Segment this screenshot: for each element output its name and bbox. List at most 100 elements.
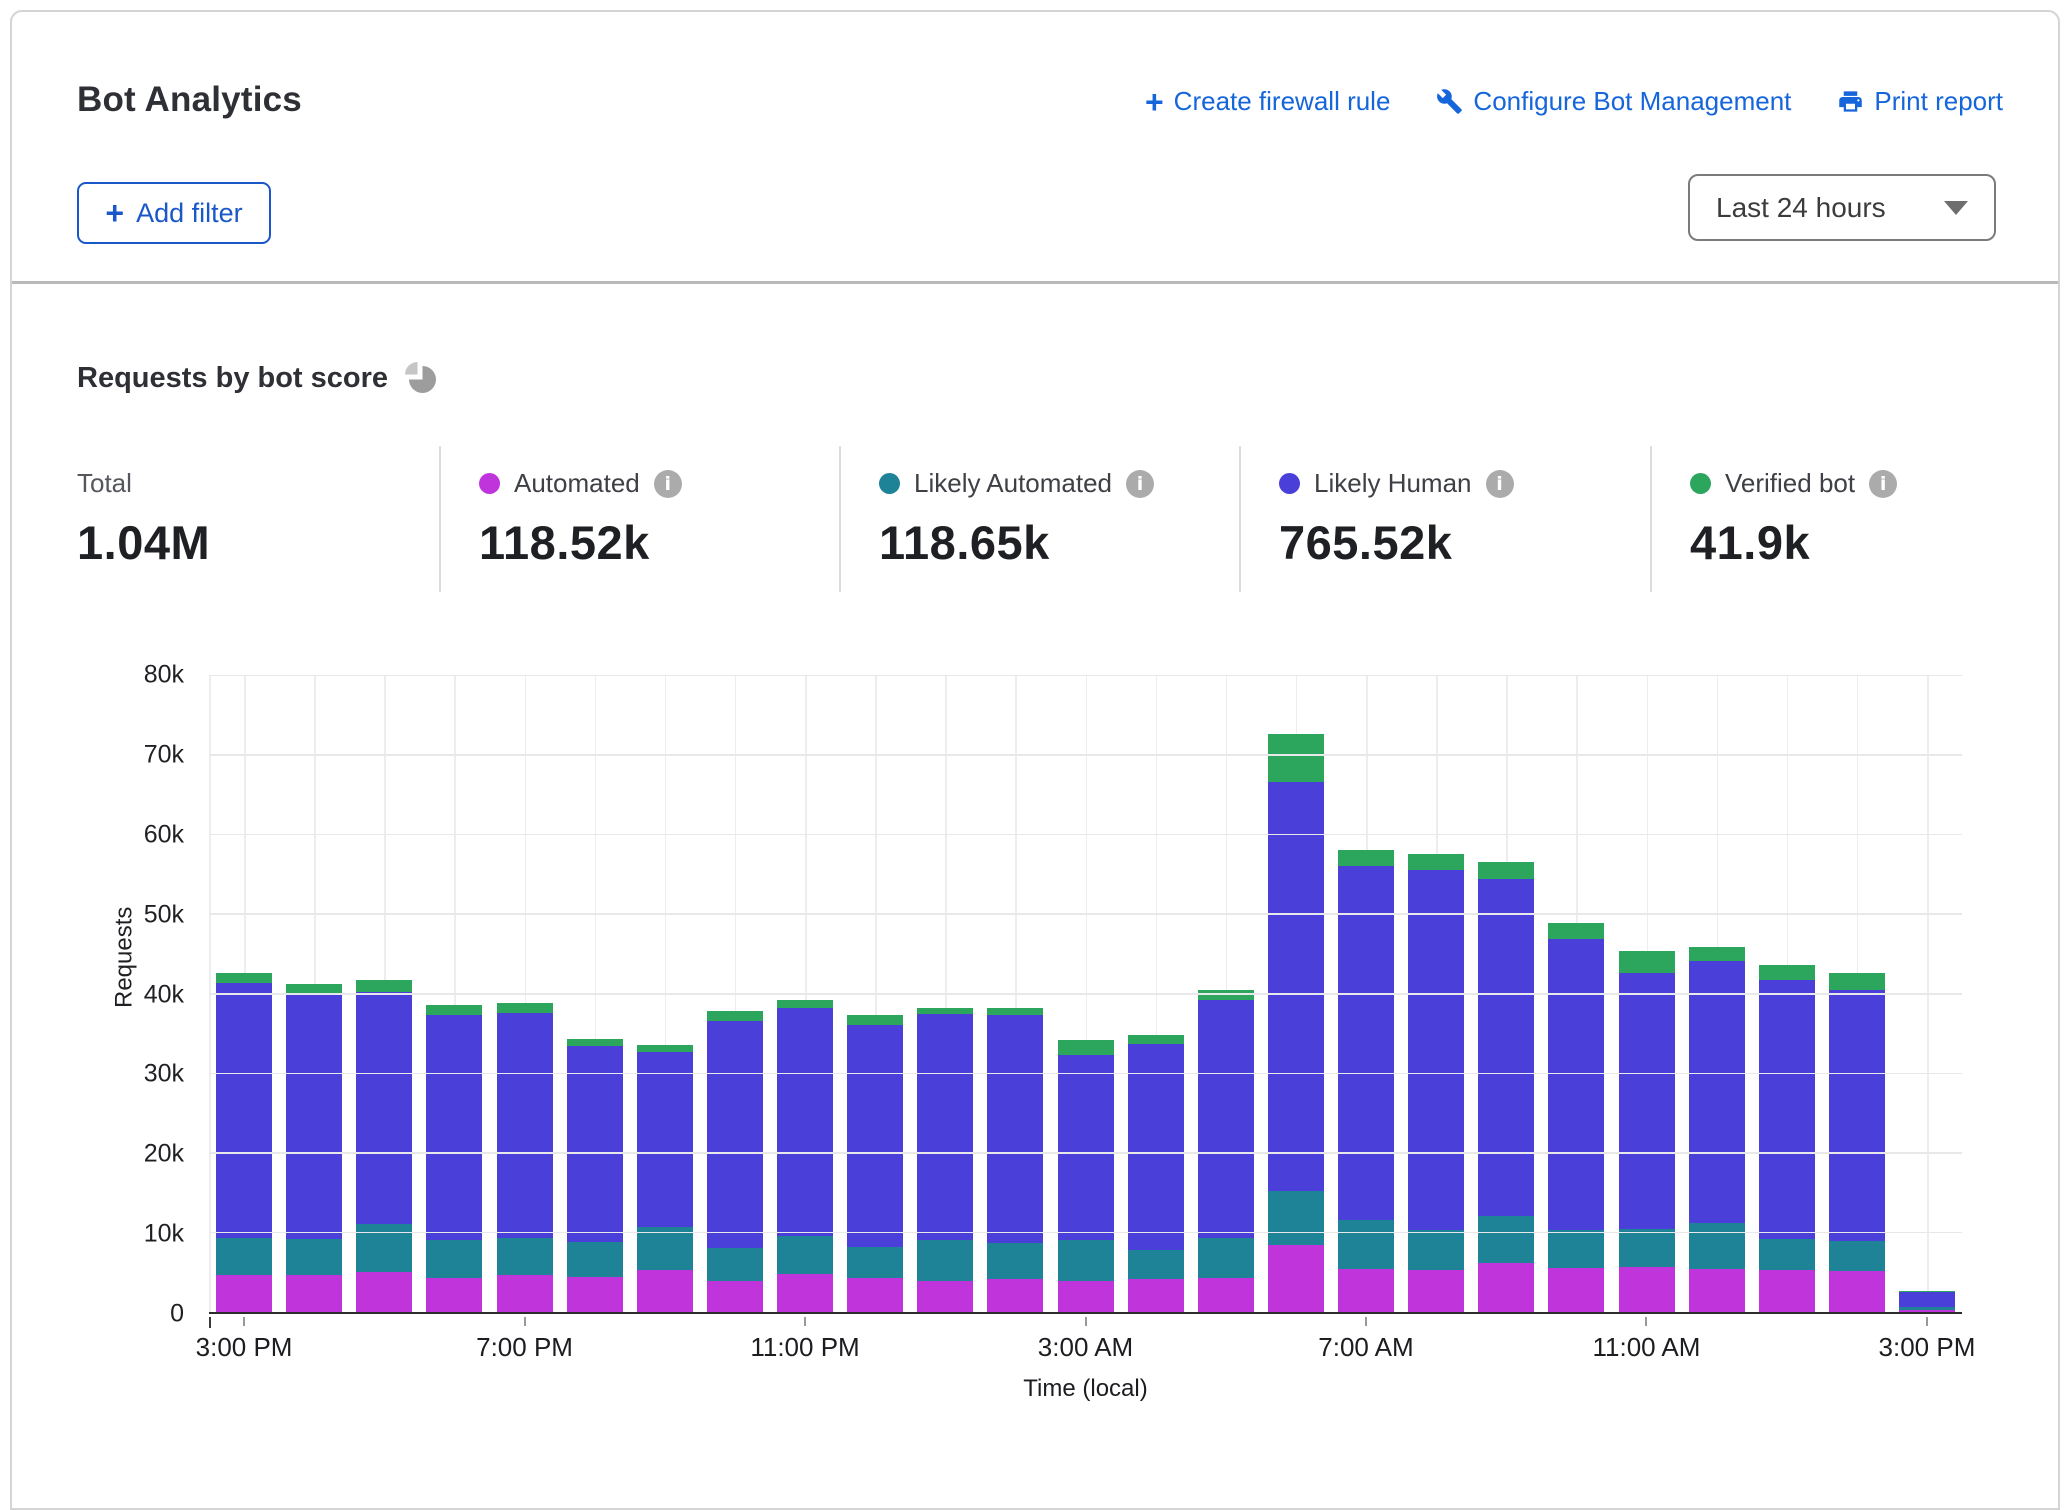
info-icon[interactable]: i — [1126, 470, 1154, 498]
action-label: Print report — [1874, 86, 2003, 117]
segment-automated — [216, 1275, 272, 1312]
segment-verified-bot — [847, 1015, 903, 1025]
add-filter-label: Add filter — [136, 198, 243, 229]
segment-likely-automated — [1128, 1250, 1184, 1279]
x-tick-mark — [1085, 1317, 1087, 1326]
bot-analytics-card: Bot Analytics +Create firewall ruleConfi… — [10, 10, 2060, 1510]
segment-likely-human — [1899, 1292, 1955, 1307]
segment-likely-automated — [1759, 1239, 1815, 1270]
gridline-80k — [209, 675, 1962, 677]
segment-verified-bot — [1128, 1035, 1184, 1045]
segment-automated — [356, 1272, 412, 1312]
action-label: Create firewall rule — [1174, 86, 1391, 117]
segment-automated — [1408, 1270, 1464, 1312]
segment-likely-automated — [1198, 1238, 1254, 1278]
add-filter-button[interactable]: + Add filter — [77, 182, 271, 244]
segment-likely-human — [987, 1015, 1043, 1243]
y-tick-label: 0 — [170, 1300, 184, 1329]
segment-likely-human — [1619, 973, 1675, 1229]
segment-verified-bot — [1689, 947, 1745, 961]
segment-automated — [1478, 1263, 1534, 1312]
x-tick-label: 11:00 AM — [1592, 1332, 1700, 1363]
segment-likely-automated — [1548, 1230, 1604, 1268]
segment-verified-bot — [1338, 850, 1394, 866]
gridline-10k — [209, 1232, 1962, 1234]
segment-likely-automated — [1338, 1220, 1394, 1269]
stat-value: 1.04M — [77, 515, 439, 570]
stat-label: Likely Human — [1314, 468, 1472, 499]
segment-verified-bot — [1619, 951, 1675, 973]
segment-likely-human — [567, 1046, 623, 1242]
segment-automated — [1128, 1279, 1184, 1312]
segment-automated — [987, 1279, 1043, 1312]
segment-likely-human — [1408, 870, 1464, 1230]
segment-automated — [917, 1281, 973, 1312]
x-tick-label: 11:00 PM — [750, 1332, 859, 1363]
section-title-row: Requests by bot score — [77, 362, 436, 395]
stat-value: 41.9k — [1690, 515, 2058, 570]
x-tick-mark — [524, 1317, 526, 1326]
info-icon[interactable]: i — [654, 470, 682, 498]
segment-verified-bot — [707, 1011, 763, 1021]
x-tick-mark — [1926, 1317, 1928, 1326]
info-icon[interactable]: i — [1486, 470, 1514, 498]
x-tick-mark — [243, 1317, 245, 1326]
y-tick-label: 50k — [144, 900, 184, 929]
y-tick-label: 30k — [144, 1060, 184, 1089]
segment-likely-human — [917, 1014, 973, 1240]
y-tick-label: 40k — [144, 980, 184, 1009]
stat-label: Automated — [514, 468, 640, 499]
y-tick-label: 80k — [144, 661, 184, 690]
y-axis: 010k20k30k40k50k60k70k80k — [92, 675, 192, 1314]
stat-value: 765.52k — [1279, 515, 1650, 570]
stat-verified-bot: Verified boti41.9k — [1650, 446, 2058, 592]
segment-verified-bot — [1268, 734, 1324, 782]
x-axis-title: Time (local) — [1023, 1375, 1147, 1403]
segment-likely-automated — [426, 1240, 482, 1277]
info-icon[interactable]: i — [1869, 470, 1897, 498]
gridline-70k — [209, 754, 1962, 756]
segment-likely-human — [426, 1015, 482, 1240]
stat-likely-human: Likely Human i 765.52k — [1239, 446, 1650, 592]
segment-likely-automated — [707, 1248, 763, 1281]
segment-likely-human — [847, 1025, 903, 1247]
segment-likely-human — [1478, 879, 1534, 1216]
gridline-30k — [209, 1073, 1962, 1075]
segment-likely-human — [1058, 1055, 1114, 1240]
segment-likely-automated — [777, 1236, 833, 1273]
segment-likely-automated — [1829, 1241, 1885, 1271]
segment-automated — [1058, 1281, 1114, 1312]
segment-verified-bot — [987, 1008, 1043, 1015]
x-axis-origin-tick — [209, 1317, 211, 1328]
create-firewall-rule-link[interactable]: +Create firewall rule — [1145, 86, 1390, 117]
segment-likely-human — [1829, 990, 1885, 1241]
plus-icon: + — [105, 200, 124, 226]
segment-likely-human — [356, 992, 412, 1225]
segment-automated — [1689, 1269, 1745, 1312]
segment-automated — [707, 1281, 763, 1312]
segment-verified-bot — [426, 1005, 482, 1015]
segment-likely-human — [777, 1008, 833, 1237]
stat-likely-automated: Likely Automatedi118.65k — [839, 446, 1239, 592]
segment-verified-bot — [1198, 990, 1254, 1000]
pie-chart-icon — [408, 365, 436, 393]
segment-likely-automated — [1058, 1240, 1114, 1281]
segment-likely-automated — [1478, 1216, 1534, 1263]
segment-likely-automated — [567, 1242, 623, 1277]
time-range-select[interactable]: Last 24 hours — [1688, 174, 1996, 241]
print-report-link[interactable]: Print report — [1837, 86, 2003, 117]
segment-likely-automated — [847, 1247, 903, 1278]
segment-likely-human — [1759, 980, 1815, 1239]
segment-automated — [1619, 1267, 1675, 1312]
segment-likely-automated — [917, 1240, 973, 1281]
gridline-40k — [209, 993, 1962, 995]
stat-value: 118.52k — [479, 515, 839, 570]
configure-bot-management-link[interactable]: Configure Bot Management — [1436, 86, 1791, 117]
segment-automated — [1198, 1278, 1254, 1312]
x-tick-label: 3:00 PM — [196, 1332, 293, 1363]
segment-likely-human — [1548, 939, 1604, 1230]
segment-likely-human — [707, 1021, 763, 1249]
segment-automated — [847, 1278, 903, 1312]
printer-icon — [1837, 88, 1864, 115]
segment-likely-human — [1198, 1000, 1254, 1238]
